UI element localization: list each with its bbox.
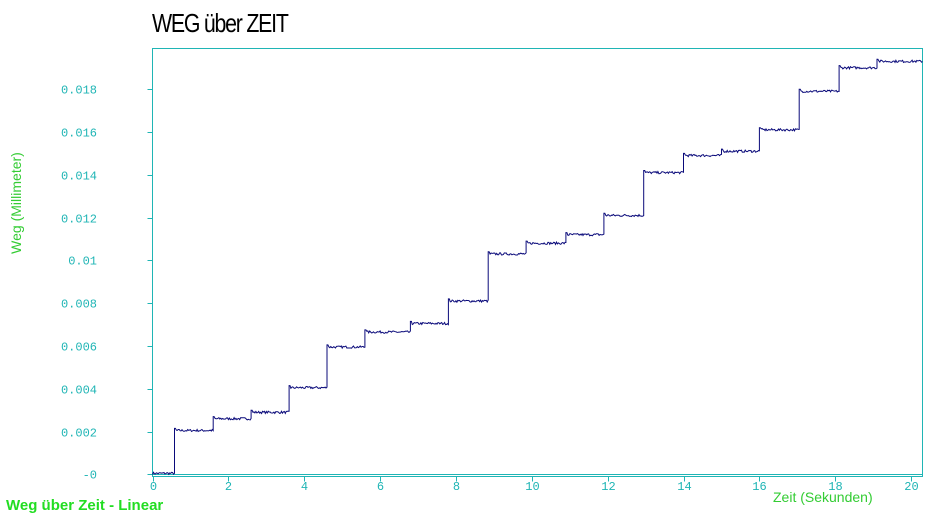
y-tick-label: -0: [83, 469, 97, 483]
x-tick-label: 0: [150, 480, 157, 494]
y-tick-label: 0.016: [61, 127, 97, 141]
y-tick-label: 0.008: [61, 298, 97, 312]
y-tick-label: 0.01: [68, 255, 97, 269]
x-tick-label: 12: [601, 480, 615, 494]
x-tick-label: 14: [677, 480, 691, 494]
series-line: [152, 58, 923, 476]
y-axis-label: Weg (Millimeter): [8, 152, 24, 254]
x-tick-label: 16: [752, 480, 766, 494]
x-axis-label: Zeit (Sekunden): [773, 489, 873, 505]
x-axis-ticks: 0 2 4 6 8 10 12 14 16 18 20: [150, 476, 919, 494]
y-tick-label: 0.002: [61, 427, 97, 441]
y-axis-ticks: -0 0.002 0.004 0.006 0.008 0.01 0.012 0.014 0.01…: [61, 84, 153, 483]
x-tick-label: 10: [525, 480, 539, 494]
y-tick-label: 0.014: [61, 170, 97, 184]
chart-title: WEG über ZEIT: [152, 8, 289, 38]
x-tick-label: 4: [301, 480, 308, 494]
x-tick-label: 8: [453, 480, 460, 494]
x-tick-label: 2: [225, 480, 232, 494]
x-tick-label: 6: [377, 480, 384, 494]
y-tick-label: 0.004: [61, 384, 97, 398]
y-tick-label: 0.018: [61, 84, 97, 98]
y-tick-label: 0.006: [61, 341, 97, 355]
x-tick-label: 18: [828, 480, 842, 494]
x-tick-label: 20: [904, 480, 918, 494]
plot-frame: [152, 48, 923, 477]
y-tick-label: 0.012: [61, 213, 97, 227]
footer-label: Weg über Zeit - Linear: [6, 497, 164, 514]
